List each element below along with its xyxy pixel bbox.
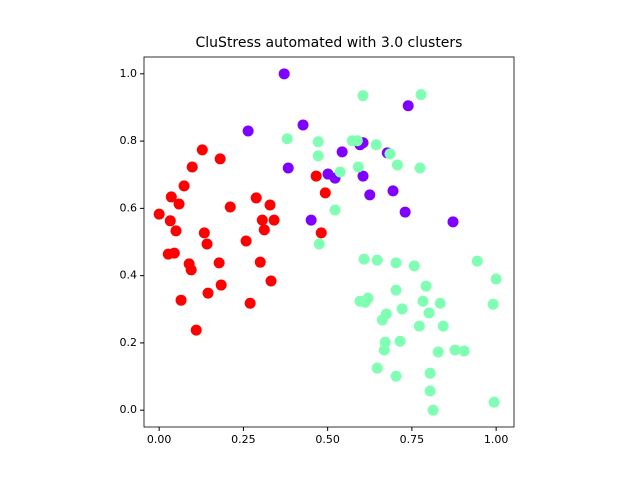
y-tick-label: 0.0 xyxy=(120,403,138,416)
point xyxy=(153,208,165,220)
plot-frame xyxy=(143,56,515,428)
y-tick-label: 1.0 xyxy=(120,67,138,80)
point xyxy=(256,214,268,226)
point xyxy=(364,189,376,201)
point xyxy=(424,367,436,379)
point xyxy=(447,216,459,228)
point xyxy=(244,297,256,309)
point xyxy=(487,298,499,310)
point xyxy=(414,162,426,174)
point xyxy=(399,206,411,218)
point xyxy=(168,247,180,259)
point xyxy=(165,191,177,203)
point xyxy=(297,119,309,131)
point xyxy=(305,214,317,226)
point xyxy=(312,136,324,148)
point xyxy=(214,153,226,165)
point xyxy=(196,144,208,156)
point xyxy=(432,346,444,358)
point xyxy=(370,139,382,151)
point xyxy=(352,161,364,173)
point xyxy=(437,320,449,332)
point xyxy=(351,135,363,147)
point xyxy=(427,404,439,416)
point xyxy=(215,279,227,291)
point xyxy=(358,253,370,265)
point xyxy=(402,100,414,112)
x-tick-label: 0.75 xyxy=(400,433,425,446)
point xyxy=(186,161,198,173)
point xyxy=(329,204,341,216)
point xyxy=(371,254,383,266)
point xyxy=(371,362,383,374)
point xyxy=(391,159,403,171)
point xyxy=(258,224,270,236)
point xyxy=(282,162,294,174)
point xyxy=(242,125,254,137)
y-tick-label: 0.4 xyxy=(120,269,138,282)
point xyxy=(178,180,190,192)
point xyxy=(417,295,429,307)
point xyxy=(170,225,182,237)
point xyxy=(198,227,210,239)
point xyxy=(357,170,369,182)
point xyxy=(278,68,290,80)
x-tick-label: 0.50 xyxy=(315,433,340,446)
point xyxy=(488,396,500,408)
y-tick-label: 0.6 xyxy=(120,201,138,214)
point xyxy=(357,90,369,102)
y-tick-label: 0.2 xyxy=(120,336,138,349)
point xyxy=(390,370,402,382)
x-tick-label: 0.00 xyxy=(147,433,172,446)
point xyxy=(423,307,435,319)
point xyxy=(201,238,213,250)
point xyxy=(173,198,185,210)
point xyxy=(420,280,432,292)
point xyxy=(376,314,388,326)
point xyxy=(471,255,483,267)
point xyxy=(424,385,436,397)
point xyxy=(362,292,374,304)
point xyxy=(394,335,406,347)
point xyxy=(334,166,346,178)
point xyxy=(387,185,399,197)
point xyxy=(408,260,420,272)
y-tick-label: 0.8 xyxy=(120,134,138,147)
point xyxy=(415,89,427,101)
point xyxy=(390,257,402,269)
point xyxy=(413,320,425,332)
point xyxy=(185,264,197,276)
point xyxy=(268,214,280,226)
point xyxy=(264,199,276,211)
point xyxy=(434,297,446,309)
point xyxy=(319,187,331,199)
point xyxy=(336,146,348,158)
point xyxy=(458,345,470,357)
point xyxy=(240,235,252,247)
x-tick-label: 0.25 xyxy=(231,433,256,446)
x-tick-label: 1.00 xyxy=(484,433,509,446)
point xyxy=(490,273,502,285)
point xyxy=(190,324,202,336)
point xyxy=(202,287,214,299)
point xyxy=(265,275,277,287)
point xyxy=(315,227,327,239)
point xyxy=(449,344,461,356)
point xyxy=(396,303,408,315)
point xyxy=(310,170,322,182)
point xyxy=(175,294,187,306)
point xyxy=(164,215,176,227)
chart-title: CluStress automated with 3.0 clusters xyxy=(196,35,463,51)
point xyxy=(213,257,225,269)
point xyxy=(250,192,262,204)
point xyxy=(254,256,266,268)
point xyxy=(313,238,325,250)
point xyxy=(390,284,402,296)
point xyxy=(378,344,390,356)
point xyxy=(384,148,396,160)
point xyxy=(281,133,293,145)
point xyxy=(224,201,236,213)
point xyxy=(312,150,324,162)
